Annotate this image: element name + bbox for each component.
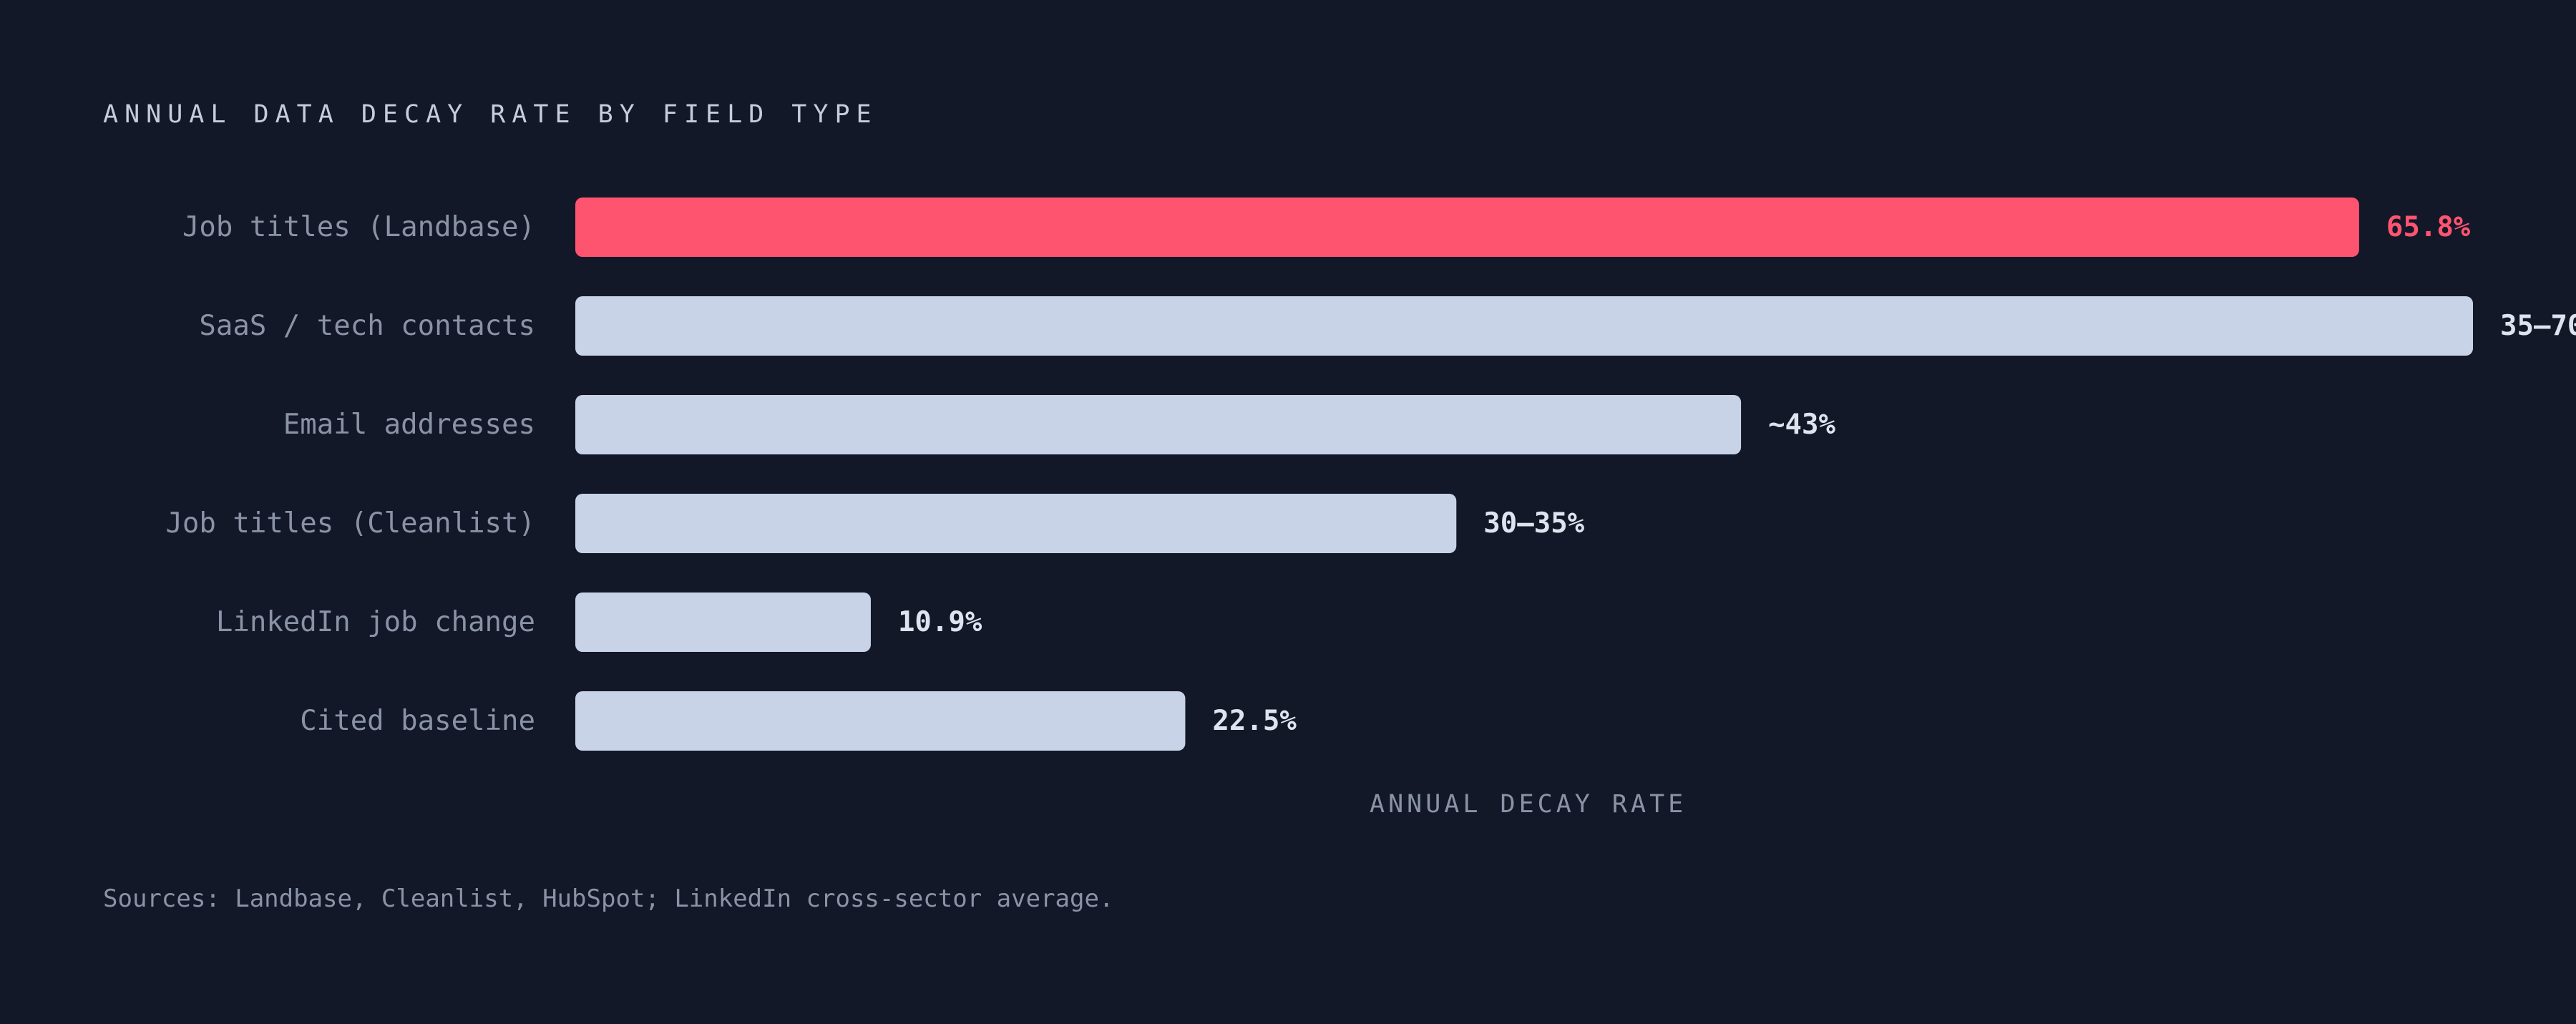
category-label: LinkedIn job change — [216, 606, 535, 638]
chart-title: ANNUAL DATA DECAY RATE BY FIELD TYPE — [103, 100, 878, 129]
value-label: 35–70% — [2500, 310, 2576, 342]
bar — [575, 691, 1186, 751]
bar — [575, 198, 2359, 257]
category-label: Cited baseline — [300, 705, 535, 737]
category-label: Job titles (Cleanlist) — [165, 507, 535, 540]
category-label: SaaS / tech contacts — [199, 310, 535, 342]
bar — [575, 593, 871, 652]
sources-note: Sources: Landbase, Cleanlist, HubSpot; L… — [103, 884, 1114, 913]
bar — [575, 296, 2473, 356]
category-label: Job titles (Landbase) — [182, 211, 535, 243]
x-axis-label: ANNUAL DECAY RATE — [1370, 790, 1687, 819]
value-label: 10.9% — [898, 606, 982, 638]
value-label: 65.8% — [2386, 211, 2471, 243]
value-label: 30–35% — [1483, 507, 1584, 540]
bar — [575, 494, 1457, 553]
bar-chart: Job titles (Landbase) 65.8% SaaS / tech co… — [165, 198, 2576, 751]
bar-row: SaaS / tech contacts 35–70% — [199, 296, 2576, 356]
value-label: ~43% — [1768, 409, 1835, 441]
bar-row: Job titles (Cleanlist) 30–35% — [165, 494, 1585, 553]
category-label: Email addresses — [283, 409, 535, 441]
bar-row: LinkedIn job change 10.9% — [216, 593, 982, 652]
bar-row: Cited baseline 22.5% — [300, 691, 1297, 751]
value-label: 22.5% — [1212, 705, 1297, 737]
bar-row: Job titles (Landbase) 65.8% — [182, 198, 2471, 257]
bar — [575, 395, 1742, 454]
bar-row: Email addresses ~43% — [283, 395, 1836, 454]
